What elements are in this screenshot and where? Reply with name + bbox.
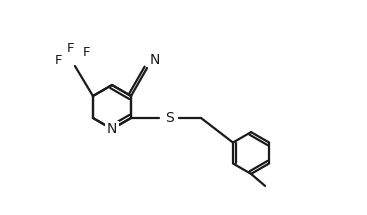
Text: N: N (150, 53, 160, 67)
Text: F: F (83, 46, 91, 58)
Text: N: N (107, 122, 117, 136)
Text: F: F (55, 54, 63, 68)
Text: S: S (165, 111, 174, 125)
Text: F: F (67, 41, 75, 54)
